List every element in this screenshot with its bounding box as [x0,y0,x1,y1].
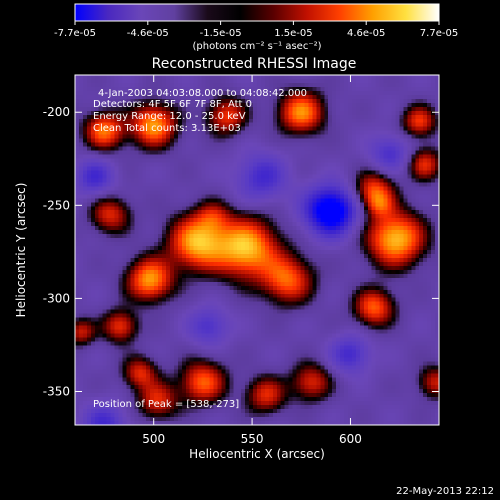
colorbar-tick-label: 4.6e-05 [347,28,385,39]
x-axis-ticks: 500 550 600 [142,75,362,446]
annotation-clean: Clean Total counts: 3.13E+03 [93,123,241,134]
y-tick-label: -300 [43,291,70,305]
colorbar-label: (photons cm⁻² s⁻¹ asec⁻²) [192,41,321,52]
colorbar-tick-label: -4.6e-05 [127,28,169,39]
colorbar-tick-label: -7.7e-05 [54,28,96,39]
y-tick-label: -350 [43,384,70,398]
colorbar-tick-label: 7.7e-05 [420,28,458,39]
heatmap-image [75,75,439,425]
x-tick-label: 500 [142,432,165,446]
plot-annotations: 4-Jan-2003 04:03:08.000 to 04:08:42.000 … [93,88,307,410]
x-tick-label: 550 [241,432,264,446]
colorbar-tick-label: 1.5e-05 [274,28,312,39]
footer-timestamp: 22-May-2013 22:12 [396,486,494,497]
chart-title: Reconstructed RHESSI Image [152,56,357,72]
colorbar-ticks: -7.7e-05 -4.6e-05 -1.5e-05 1.5e-05 4.6e-05 7.… [54,21,458,39]
y-axis-ticks: -200 -250 -300 -350 [43,105,439,398]
peak-position-label: Position of Peak = [538,-273] [93,399,239,410]
x-axis-label: Heliocentric X (arcsec) [189,447,325,461]
y-tick-label: -200 [43,105,70,119]
x-tick-label: 600 [339,432,362,446]
colorbar-tick-label: -1.5e-05 [200,28,242,39]
annotation-time-range: 4-Jan-2003 04:03:08.000 to 04:08:42.000 [98,88,307,99]
colorbar-gradient [74,3,440,22]
y-axis-label: Heliocentric Y (arcsec) [14,183,28,318]
colorbar: -7.7e-05 -4.6e-05 -1.5e-05 1.5e-05 4.6e-05 7.… [54,3,458,52]
annotation-detectors: Detectors: 4F 5F 6F 7F 8F, Att 0 [93,99,252,110]
y-tick-label: -250 [43,198,70,212]
annotation-energy: Energy Range: 12.0 - 25.0 keV [93,111,246,122]
plot-frame [74,74,440,426]
